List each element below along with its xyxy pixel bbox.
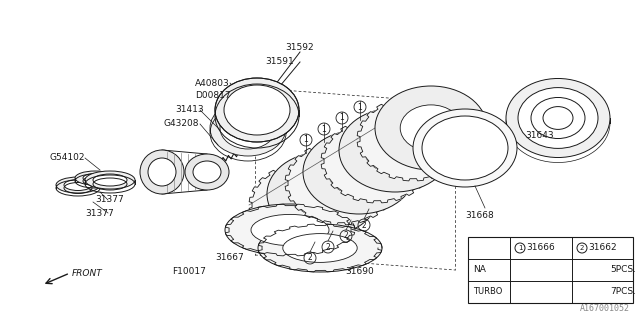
Ellipse shape (531, 98, 585, 139)
Text: 2: 2 (326, 243, 330, 252)
Text: 31377: 31377 (85, 209, 114, 218)
Ellipse shape (310, 160, 372, 206)
Text: 5PCS.: 5PCS. (611, 266, 637, 275)
Ellipse shape (382, 116, 444, 162)
Ellipse shape (93, 174, 127, 186)
Text: 31666: 31666 (526, 244, 555, 252)
Ellipse shape (506, 78, 610, 157)
Bar (468, 237, 633, 303)
Ellipse shape (251, 214, 329, 246)
Ellipse shape (328, 149, 390, 195)
Ellipse shape (56, 177, 100, 193)
Ellipse shape (215, 78, 299, 142)
Text: A40803: A40803 (195, 78, 230, 87)
Text: F10017: F10017 (172, 268, 206, 276)
Text: 31643: 31643 (525, 131, 554, 140)
Text: 2: 2 (362, 220, 366, 229)
Ellipse shape (520, 89, 596, 147)
Polygon shape (357, 97, 469, 181)
Text: 31377: 31377 (95, 196, 124, 204)
Ellipse shape (518, 88, 598, 148)
Text: D00817: D00817 (195, 92, 230, 100)
Polygon shape (249, 163, 361, 247)
Text: 1: 1 (322, 124, 326, 133)
Ellipse shape (258, 224, 382, 272)
Text: G54102: G54102 (50, 154, 86, 163)
Text: 31413: 31413 (175, 106, 204, 115)
Text: 1: 1 (518, 245, 522, 251)
Ellipse shape (303, 130, 415, 214)
Ellipse shape (64, 180, 92, 190)
Text: 31667: 31667 (215, 253, 244, 262)
Text: 2: 2 (308, 253, 312, 262)
Text: 31591: 31591 (265, 58, 294, 67)
Polygon shape (321, 119, 433, 203)
Ellipse shape (375, 86, 487, 170)
Text: 2: 2 (344, 231, 348, 241)
Ellipse shape (267, 152, 379, 236)
Ellipse shape (274, 182, 336, 228)
Text: FRONT: FRONT (72, 268, 103, 277)
Ellipse shape (533, 99, 583, 137)
Ellipse shape (193, 161, 221, 183)
Ellipse shape (85, 171, 135, 189)
Ellipse shape (339, 108, 451, 192)
Ellipse shape (346, 138, 408, 184)
Ellipse shape (283, 234, 357, 262)
Ellipse shape (83, 173, 107, 182)
Ellipse shape (225, 204, 355, 256)
Ellipse shape (140, 150, 184, 194)
Ellipse shape (259, 141, 271, 149)
Ellipse shape (400, 105, 462, 151)
Text: 31690: 31690 (345, 267, 374, 276)
Text: 31662: 31662 (588, 244, 616, 252)
Ellipse shape (364, 127, 426, 173)
Text: 1: 1 (358, 102, 362, 111)
Ellipse shape (543, 107, 573, 129)
Text: 31668: 31668 (466, 212, 494, 220)
Text: TURBO: TURBO (473, 287, 502, 297)
Ellipse shape (220, 107, 276, 149)
Ellipse shape (75, 171, 115, 185)
Ellipse shape (210, 100, 286, 156)
Ellipse shape (148, 158, 176, 186)
Text: 31592: 31592 (285, 44, 314, 52)
Text: G43208: G43208 (163, 119, 198, 129)
Text: NA: NA (473, 266, 486, 275)
Polygon shape (285, 141, 397, 225)
Text: A167001052: A167001052 (580, 304, 630, 313)
Text: 1: 1 (340, 114, 344, 123)
Ellipse shape (224, 85, 290, 135)
Text: 2: 2 (580, 245, 584, 251)
Text: 1: 1 (303, 135, 308, 145)
Text: 7PCS.: 7PCS. (611, 287, 637, 297)
Ellipse shape (422, 116, 508, 180)
Ellipse shape (413, 109, 517, 187)
Ellipse shape (292, 171, 354, 217)
Ellipse shape (185, 154, 229, 190)
